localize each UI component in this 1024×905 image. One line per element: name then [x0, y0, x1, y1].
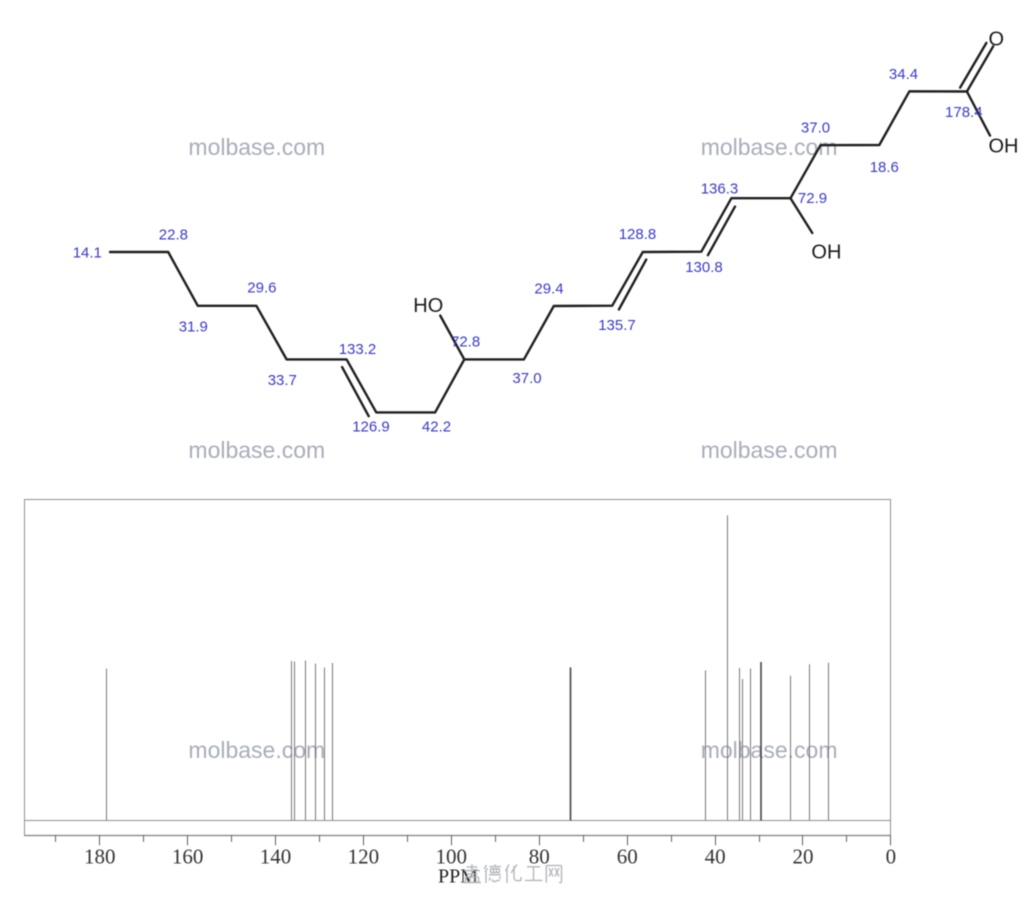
svg-text:33.7: 33.7 — [268, 372, 297, 389]
svg-text:130.8: 130.8 — [685, 259, 723, 276]
svg-text:128.8: 128.8 — [619, 226, 657, 243]
svg-text:molbase.com: molbase.com — [701, 737, 838, 763]
svg-text:42.2: 42.2 — [422, 418, 451, 435]
svg-text:135.7: 135.7 — [598, 317, 636, 334]
svg-text:133.2: 133.2 — [339, 341, 377, 358]
svg-text:HO: HO — [413, 295, 443, 317]
svg-text:29.6: 29.6 — [247, 280, 276, 297]
svg-text:126.9: 126.9 — [352, 418, 390, 435]
svg-text:18.6: 18.6 — [870, 159, 899, 176]
svg-text:40: 40 — [705, 845, 726, 869]
svg-text:178.4: 178.4 — [945, 104, 983, 121]
svg-text:34.4: 34.4 — [889, 66, 918, 83]
svg-text:140: 140 — [260, 845, 292, 869]
svg-text:160: 160 — [172, 845, 204, 869]
svg-text:molbase.com: molbase.com — [188, 134, 325, 160]
svg-text:60: 60 — [617, 845, 638, 869]
svg-text:14.1: 14.1 — [73, 245, 102, 262]
svg-text:180: 180 — [84, 845, 116, 869]
svg-text:OH: OH — [811, 241, 841, 263]
svg-text:molbase.com: molbase.com — [701, 437, 838, 463]
svg-text:OH: OH — [989, 135, 1019, 157]
svg-text:31.9: 31.9 — [179, 318, 208, 335]
svg-text:136.3: 136.3 — [701, 180, 739, 197]
svg-text:29.4: 29.4 — [534, 280, 563, 297]
svg-text:72.9: 72.9 — [798, 190, 827, 207]
svg-text:37.0: 37.0 — [512, 370, 541, 387]
svg-text:80: 80 — [529, 845, 550, 869]
svg-text:molbase.com: molbase.com — [188, 437, 325, 463]
svg-text:O: O — [989, 28, 1005, 50]
svg-text:22.8: 22.8 — [159, 227, 188, 244]
svg-text:120: 120 — [348, 845, 380, 869]
svg-text:molbase.com: molbase.com — [701, 134, 838, 160]
svg-text:0: 0 — [886, 845, 897, 869]
svg-text:72.8: 72.8 — [451, 334, 480, 351]
svg-text:100: 100 — [436, 845, 468, 869]
svg-text:molbase.com: molbase.com — [188, 737, 325, 763]
svg-text:20: 20 — [793, 845, 814, 869]
svg-text:37.0: 37.0 — [801, 120, 830, 137]
